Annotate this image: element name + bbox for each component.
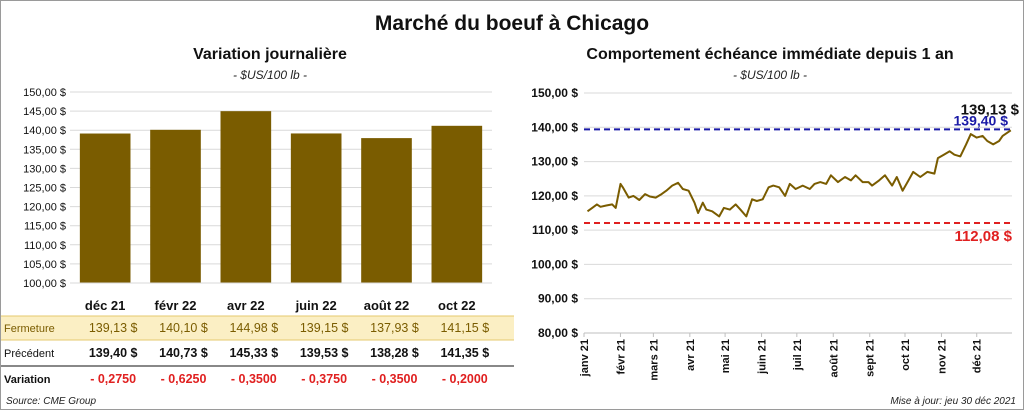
line-xtick-label: mai 21 [720, 339, 732, 373]
bar-category-label: févr 22 [155, 298, 197, 313]
bar-category-label: avr 22 [227, 298, 265, 313]
high-reference-label: 139,40 $ [954, 112, 1009, 128]
bar-ytick-label: 110,00 $ [24, 240, 66, 252]
bar [431, 125, 483, 283]
table-cell: - 0,6250 [161, 372, 207, 386]
table-cell: 137,93 $ [370, 321, 419, 335]
bar-ytick-label: 130,00 $ [23, 163, 66, 175]
line-xtick-label: déc 21 [972, 339, 984, 373]
table-row-label: Précédent [4, 348, 54, 360]
left-chart-subtitle: Variation journalière [193, 46, 347, 63]
table-cell: 144,98 $ [229, 321, 278, 335]
line-xtick-label: mars 21 [648, 339, 660, 381]
table-row-label: Variation [4, 374, 51, 386]
table-cell: 140,10 $ [159, 321, 208, 335]
bar [290, 133, 342, 283]
line-ytick-label: 130,00 $ [531, 155, 578, 169]
line-ytick-label: 110,00 $ [532, 223, 578, 237]
source-note: Source: CME Group [6, 396, 97, 407]
bar-ytick-label: 150,00 $ [23, 87, 66, 99]
bar-category-label: oct 22 [438, 298, 476, 313]
line-xtick-label: févr 21 [615, 339, 627, 374]
line-xtick-label: oct 21 [900, 339, 912, 371]
bar-ytick-label: 105,00 $ [23, 259, 66, 271]
bar-ytick-label: 125,00 $ [23, 183, 66, 195]
table-cell: - 0,2750 [90, 372, 136, 386]
table-cell: 141,35 $ [440, 346, 489, 360]
line-xtick-label: avr 21 [685, 339, 697, 371]
line-ytick-label: 140,00 $ [531, 120, 578, 134]
line-ytick-label: 120,00 $ [531, 189, 578, 203]
line-xtick-label: sept 21 [865, 339, 877, 377]
bar [220, 111, 272, 284]
line-xtick-label: août 21 [828, 339, 840, 378]
table-cell: 139,53 $ [300, 346, 349, 360]
last-value-label: 139,13 $ [961, 101, 1020, 118]
right-chart-unit: - $US/100 lb - [732, 68, 808, 82]
bar-ytick-label: 100,00 $ [23, 278, 66, 290]
right-chart-subtitle: Comportement échéance immédiate depuis 1… [586, 46, 954, 63]
low-reference-label: 112,08 $ [954, 228, 1012, 245]
line-xtick-label: nov 21 [936, 339, 948, 374]
left-chart-unit: - $US/100 lb - [232, 68, 308, 82]
table-cell: - 0,3500 [231, 372, 277, 386]
table-cell: 139,13 $ [89, 321, 138, 335]
bar [79, 133, 131, 283]
table-cell: - 0,3500 [372, 372, 418, 386]
update-note: Mise à jour: jeu 30 déc 2021 [890, 396, 1016, 407]
line-ytick-label: 90,00 $ [538, 292, 578, 306]
table-cell: - 0,3750 [301, 372, 347, 386]
bar-category-label: juin 22 [295, 298, 337, 313]
bar-category-label: déc 21 [85, 298, 125, 313]
bar [361, 138, 412, 283]
table-cell: 140,73 $ [159, 346, 208, 360]
line-xtick-label: janv 21 [579, 339, 591, 377]
table-highlight-row [1, 316, 514, 340]
table-cell: - 0,2000 [442, 372, 488, 386]
bar-ytick-label: 140,00 $ [23, 125, 66, 137]
line-ytick-label: 150,00 $ [531, 86, 578, 100]
bar-ytick-label: 115,00 $ [24, 221, 66, 233]
bar [150, 129, 201, 283]
line-xtick-label: juil 21 [792, 339, 804, 371]
bar-category-label: août 22 [364, 298, 410, 313]
bar-ytick-label: 135,00 $ [23, 144, 66, 156]
table-row-label: Fermeture [4, 323, 55, 335]
line-ytick-label: 80,00 $ [538, 326, 578, 340]
bar-ytick-label: 145,00 $ [23, 106, 66, 118]
table-cell: 141,15 $ [440, 321, 489, 335]
page-title: Marché du boeuf à Chicago [374, 12, 650, 35]
line-ytick-label: 100,00 $ [531, 257, 578, 271]
line-xtick-label: juin 21 [757, 339, 769, 375]
table-cell: 139,40 $ [89, 346, 138, 360]
price-series-line [586, 129, 1012, 218]
table-cell: 138,28 $ [370, 346, 419, 360]
table-cell: 139,15 $ [300, 321, 349, 335]
table-cell: 145,33 $ [229, 346, 278, 360]
bar-ytick-label: 120,00 $ [23, 202, 66, 214]
